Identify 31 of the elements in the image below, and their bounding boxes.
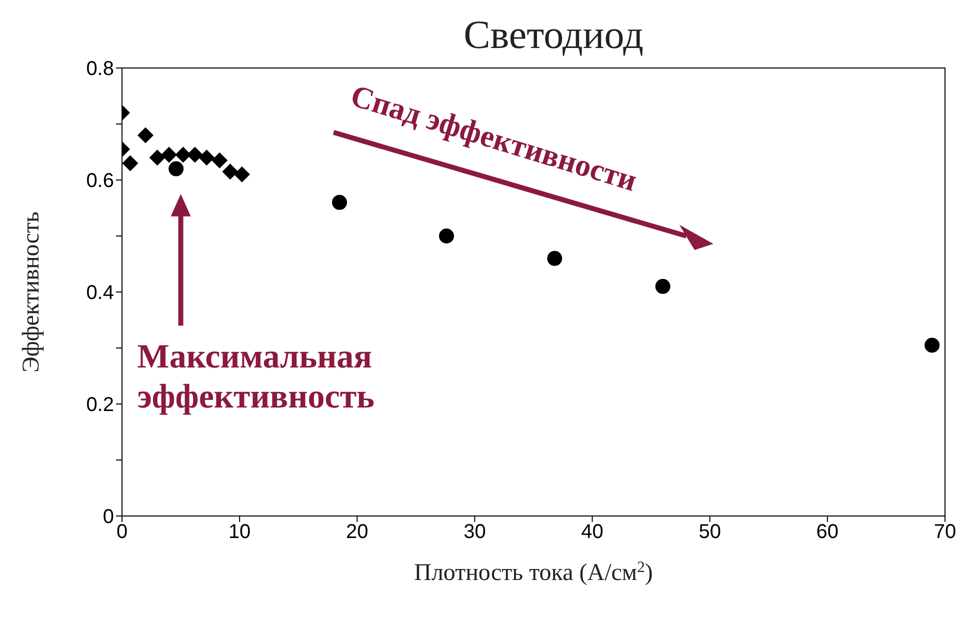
y-tick-label: 0.4 [86,282,114,304]
point [924,338,940,353]
point [438,228,454,244]
x-tick-label: 20 [346,521,368,544]
point [332,194,348,210]
y-tick-label: 0.2 [86,394,114,416]
point [161,146,178,163]
x-tick-label: 40 [581,521,604,544]
y-tick-label: 0.6 [86,170,114,192]
point [138,127,154,144]
point [212,152,228,168]
point [655,278,670,294]
point [149,150,166,166]
point [168,161,184,176]
y-axis-title: Эффективность [18,211,45,372]
x-tick-label: 10 [228,521,251,544]
point [222,164,238,180]
y-tick-label: 0 [102,506,114,528]
x-tick-label: 70 [934,521,956,544]
x-axis-title: Плотность тока (А/см$^{2}$) [414,558,653,586]
point [234,166,250,182]
point [198,150,215,166]
point [547,250,562,266]
y-tick-label: 0.8 [86,58,114,80]
x-tick-label: 0 [116,521,128,544]
x-tick-label: 30 [464,521,486,544]
chart-title: Светодиод [464,12,644,57]
x-tick-label: 50 [698,521,721,544]
x-tick-label: 60 [816,521,839,544]
annotation: Максимальная эффективность [137,338,375,416]
point [122,155,138,172]
